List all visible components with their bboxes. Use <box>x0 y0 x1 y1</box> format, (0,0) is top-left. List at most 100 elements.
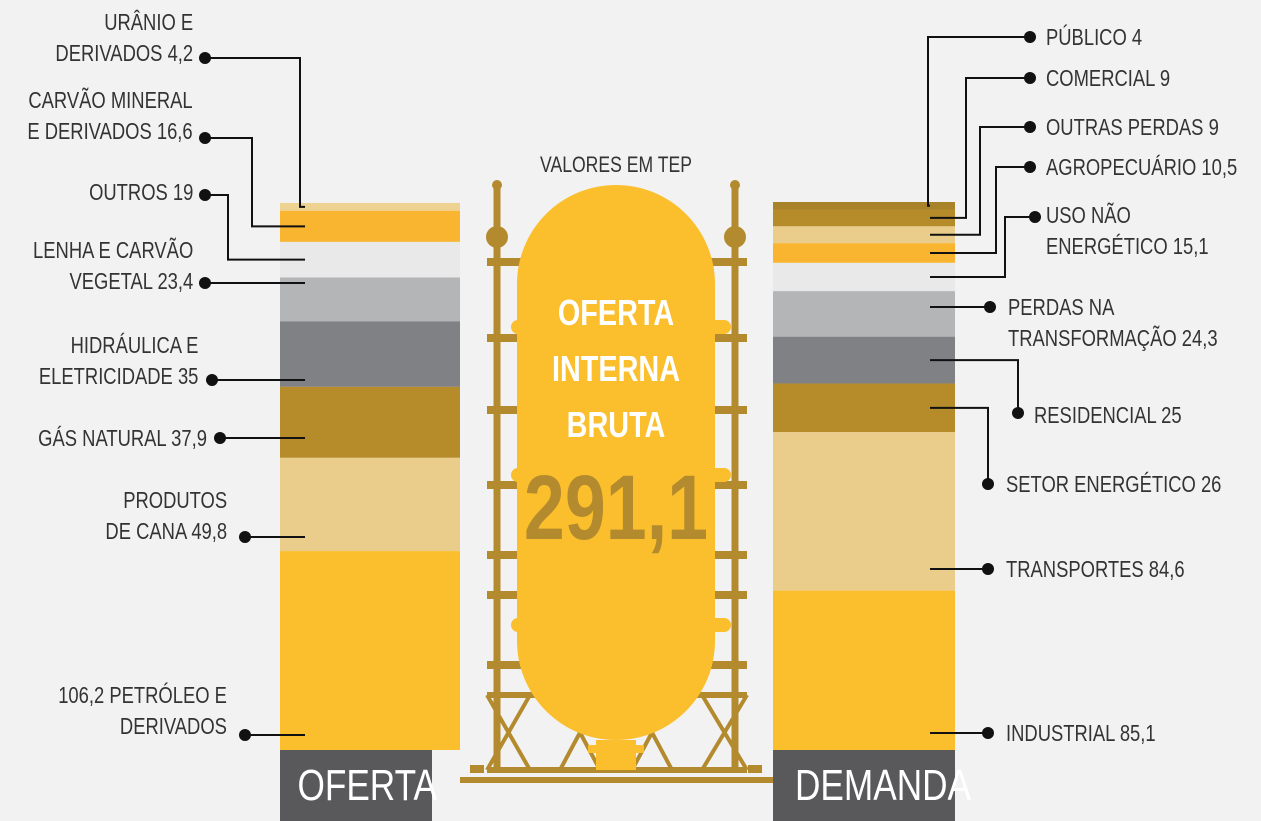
segment <box>773 209 955 227</box>
value-label: 35 <box>177 363 198 389</box>
value-label: 16,6 <box>157 118 193 144</box>
label: COMERCIAL 9 <box>1046 63 1170 94</box>
segment <box>280 551 460 750</box>
value-label: 23,4 <box>157 268 193 294</box>
label: OUTROS 19 <box>89 177 193 208</box>
tank-body <box>470 180 762 773</box>
connector-dot <box>1024 121 1036 133</box>
connector-dot <box>984 301 996 313</box>
connector <box>205 57 305 208</box>
series-name: HIDRÁULICA E ELETRICIDADE <box>38 332 198 389</box>
connector-dot <box>199 132 211 144</box>
segment <box>280 210 460 242</box>
connector <box>205 137 305 228</box>
label: TRANSPORTES 84,6 <box>1006 554 1185 585</box>
segment <box>280 202 460 211</box>
segment <box>773 590 955 750</box>
segment <box>773 383 955 433</box>
title-box <box>773 750 955 821</box>
connector <box>927 36 1030 207</box>
connector <box>930 216 1035 279</box>
connector <box>930 406 989 484</box>
series-name: OUTRAS PERDAS <box>1046 114 1204 140</box>
connector-dot <box>199 52 211 64</box>
label: INDUSTRIAL 85,1 <box>1006 718 1156 749</box>
value-label: 10,5 <box>1201 154 1238 180</box>
value-label: 25 <box>1161 402 1182 428</box>
connector-dot <box>199 277 211 289</box>
series-name: RESIDENCIAL <box>1034 402 1157 428</box>
segment <box>773 291 955 337</box>
value-label: 19 <box>172 179 193 205</box>
series-name: AGROPECUÁRIO <box>1046 154 1197 180</box>
series-name: PRODUTOS DE CANA <box>105 487 227 544</box>
connector <box>205 194 305 261</box>
box: OFERTA <box>280 750 437 821</box>
segment <box>280 457 460 552</box>
label: GÁS NATURAL 37,9 <box>38 423 207 454</box>
label: LENHA E CARVÃO VEGETAL 23,4 <box>33 235 193 297</box>
label: CARVÃO MINERAL E DERIVADOS 16,6 <box>28 85 193 147</box>
label: HIDRÁULICA E ELETRICIDADE 35 <box>38 330 198 392</box>
center-subtitle: VALORES EM TEP <box>540 152 692 177</box>
series-name: LENHA E CARVÃO VEGETAL <box>32 237 193 294</box>
connector-dot <box>214 432 226 444</box>
value-label: 85,1 <box>1119 720 1156 746</box>
label: PRODUTOS DE CANA 49,8 <box>105 485 227 547</box>
value-label: 4,2 <box>167 40 193 66</box>
title-box <box>280 750 432 821</box>
label: URÂNIO E DERIVADOS 4,2 <box>55 7 193 69</box>
connector <box>930 126 1030 236</box>
segment <box>280 241 460 278</box>
series-name: URÂNIO E DERIVADOS <box>55 9 193 66</box>
box: DEMANDA <box>773 750 971 821</box>
connector <box>930 166 1030 255</box>
series-name: INDUSTRIAL <box>1006 720 1115 746</box>
value-label: 9 <box>1159 65 1171 91</box>
segment <box>773 262 955 292</box>
series-name: USO NÃO ENERGÉTICO <box>1046 202 1168 259</box>
center-title: OFERTA INTERNA BRUTA <box>552 292 680 445</box>
value-label: 9 <box>1208 114 1219 140</box>
segment <box>280 386 460 458</box>
value-label: 4 <box>1131 24 1143 50</box>
label: USO NÃO ENERGÉTICO 15,1 <box>1046 200 1209 262</box>
label: 106,2 PETRÓLEO E DERIVADOS <box>58 680 227 742</box>
connector-dot <box>1024 72 1036 84</box>
series-name: SETOR ENERGÉTICO <box>1006 471 1196 497</box>
connector-dot <box>982 727 994 739</box>
series-name: CARVÃO MINERAL E DERIVADOS <box>27 87 193 144</box>
value-label: 24,3 <box>1181 325 1218 351</box>
connector-dot <box>1024 31 1036 43</box>
series-name: OUTROS <box>88 179 168 205</box>
series-name: PERDAS NA TRANSFORMAÇÃO <box>1008 294 1177 351</box>
label: SETOR ENERGÉTICO 26 <box>1006 469 1221 500</box>
series-name: TRANSPORTES <box>1006 556 1144 582</box>
value-label: 37,9 <box>171 425 207 451</box>
connector-dot <box>1029 211 1041 223</box>
connector-dot <box>1012 407 1024 419</box>
segment <box>773 243 955 263</box>
label: PERDAS NA TRANSFORMAÇÃO 24,3 <box>1008 292 1218 354</box>
label: AGROPECUÁRIO 10,5 <box>1046 152 1237 183</box>
value-label: 26 <box>1200 471 1222 497</box>
connector-dot <box>239 729 251 741</box>
series-name: PÚBLICO <box>1046 24 1127 50</box>
segment <box>280 321 460 387</box>
segment <box>773 432 955 591</box>
connector-dot <box>199 189 211 201</box>
label: PÚBLICO 4 <box>1046 22 1142 53</box>
series-name: PETRÓLEO E DERIVADOS <box>109 682 227 739</box>
connector <box>930 77 1030 219</box>
chart-title: DEMANDA <box>795 761 972 810</box>
connector <box>930 359 1019 413</box>
label: OUTRAS PERDAS 9 <box>1046 112 1219 143</box>
label: RESIDENCIAL 25 <box>1034 400 1182 431</box>
series-name: COMERCIAL <box>1046 65 1155 91</box>
connector-dot <box>1024 161 1036 173</box>
series-name: GÁS NATURAL <box>38 425 167 451</box>
value-label: 49,8 <box>191 518 227 544</box>
